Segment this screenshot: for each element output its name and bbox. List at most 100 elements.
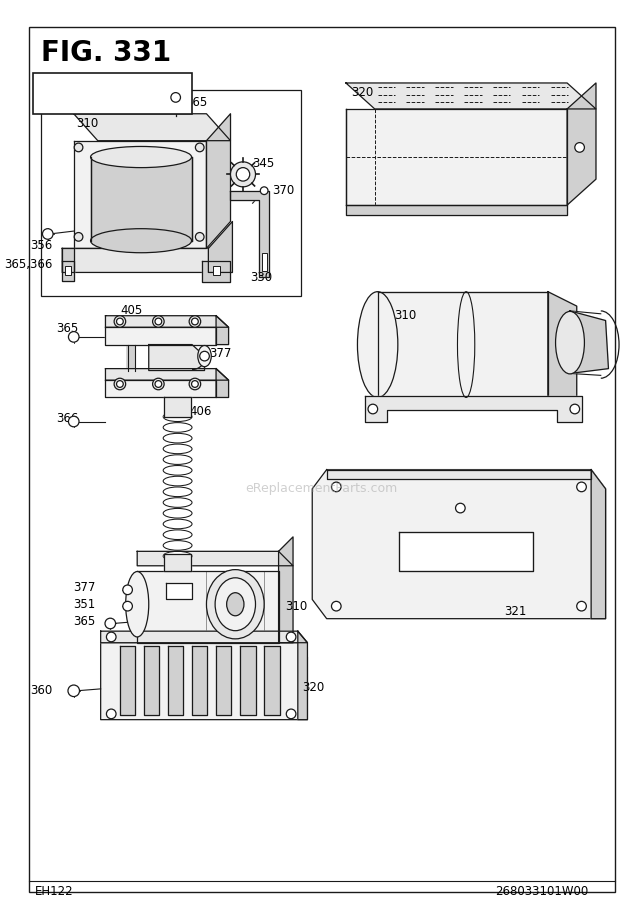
Text: 365: 365 [74, 615, 96, 628]
Polygon shape [164, 398, 191, 416]
Polygon shape [346, 109, 567, 205]
Ellipse shape [163, 476, 192, 486]
Text: 310: 310 [77, 117, 99, 130]
Text: 366: 366 [56, 412, 79, 425]
Ellipse shape [163, 434, 192, 443]
Ellipse shape [163, 498, 192, 507]
Ellipse shape [198, 346, 211, 367]
Polygon shape [168, 645, 184, 715]
Text: 406: 406 [189, 405, 211, 418]
Polygon shape [346, 83, 596, 109]
Circle shape [117, 380, 123, 388]
Text: 365: 365 [56, 322, 79, 335]
Ellipse shape [163, 508, 192, 518]
Circle shape [123, 601, 133, 611]
Polygon shape [298, 631, 308, 720]
Polygon shape [137, 551, 293, 566]
Circle shape [236, 167, 250, 181]
Ellipse shape [227, 593, 244, 616]
Text: 365,366: 365,366 [4, 258, 53, 271]
Polygon shape [216, 316, 229, 345]
Ellipse shape [163, 423, 192, 432]
Circle shape [189, 316, 201, 327]
Text: 360: 360 [30, 685, 53, 698]
Circle shape [74, 143, 83, 152]
Polygon shape [105, 380, 216, 398]
Ellipse shape [215, 578, 255, 630]
Circle shape [68, 416, 79, 426]
Circle shape [107, 709, 116, 719]
Ellipse shape [556, 312, 585, 374]
Polygon shape [312, 470, 606, 618]
Polygon shape [202, 261, 231, 282]
Ellipse shape [91, 146, 192, 167]
Text: EH122: EH122 [35, 885, 74, 898]
Ellipse shape [163, 455, 192, 464]
Circle shape [577, 482, 587, 492]
Text: FIG. 331: FIG. 331 [41, 40, 171, 67]
Polygon shape [567, 83, 596, 205]
Polygon shape [62, 261, 74, 281]
Polygon shape [166, 583, 192, 599]
Circle shape [195, 143, 204, 152]
Text: 405: 405 [120, 304, 142, 317]
Text: 356: 356 [30, 239, 53, 252]
Polygon shape [100, 631, 308, 642]
Ellipse shape [163, 540, 192, 550]
Circle shape [189, 379, 201, 390]
Polygon shape [74, 114, 231, 141]
Text: eReplacementParts.com: eReplacementParts.com [246, 482, 398, 495]
Bar [41, 90, 301, 297]
Polygon shape [570, 311, 608, 373]
Circle shape [260, 187, 268, 195]
Circle shape [286, 632, 296, 641]
Ellipse shape [163, 444, 192, 454]
Circle shape [368, 404, 378, 414]
Bar [65, 266, 71, 276]
Circle shape [105, 618, 115, 629]
Polygon shape [192, 645, 208, 715]
Circle shape [123, 585, 133, 595]
Polygon shape [591, 470, 606, 618]
Circle shape [43, 229, 53, 239]
Circle shape [570, 404, 580, 414]
Text: 377: 377 [74, 582, 96, 595]
Circle shape [577, 601, 587, 611]
Circle shape [171, 93, 180, 102]
Polygon shape [206, 114, 231, 248]
Circle shape [153, 379, 164, 390]
Circle shape [575, 142, 585, 153]
Polygon shape [378, 291, 548, 398]
Bar [213, 266, 220, 276]
Polygon shape [105, 316, 229, 327]
Polygon shape [365, 395, 582, 422]
Circle shape [332, 601, 341, 611]
Text: 310: 310 [394, 309, 416, 323]
Ellipse shape [163, 551, 192, 561]
Polygon shape [120, 645, 135, 715]
Polygon shape [548, 291, 577, 398]
Text: 321: 321 [505, 606, 527, 618]
Polygon shape [264, 645, 280, 715]
Polygon shape [231, 191, 269, 278]
Polygon shape [399, 532, 533, 571]
Text: 365: 365 [185, 96, 208, 108]
Polygon shape [91, 157, 192, 241]
Polygon shape [105, 327, 216, 345]
Polygon shape [327, 470, 591, 479]
Polygon shape [74, 141, 206, 248]
Ellipse shape [91, 229, 192, 253]
Bar [262, 254, 267, 270]
Polygon shape [149, 345, 205, 370]
Circle shape [332, 482, 341, 492]
Polygon shape [62, 248, 74, 272]
Circle shape [107, 632, 116, 641]
Circle shape [456, 504, 465, 513]
Text: 370: 370 [272, 184, 294, 198]
Polygon shape [100, 642, 308, 720]
Circle shape [74, 233, 83, 241]
Bar [33, 74, 192, 114]
Polygon shape [216, 645, 231, 715]
Circle shape [155, 380, 162, 388]
Circle shape [286, 709, 296, 719]
